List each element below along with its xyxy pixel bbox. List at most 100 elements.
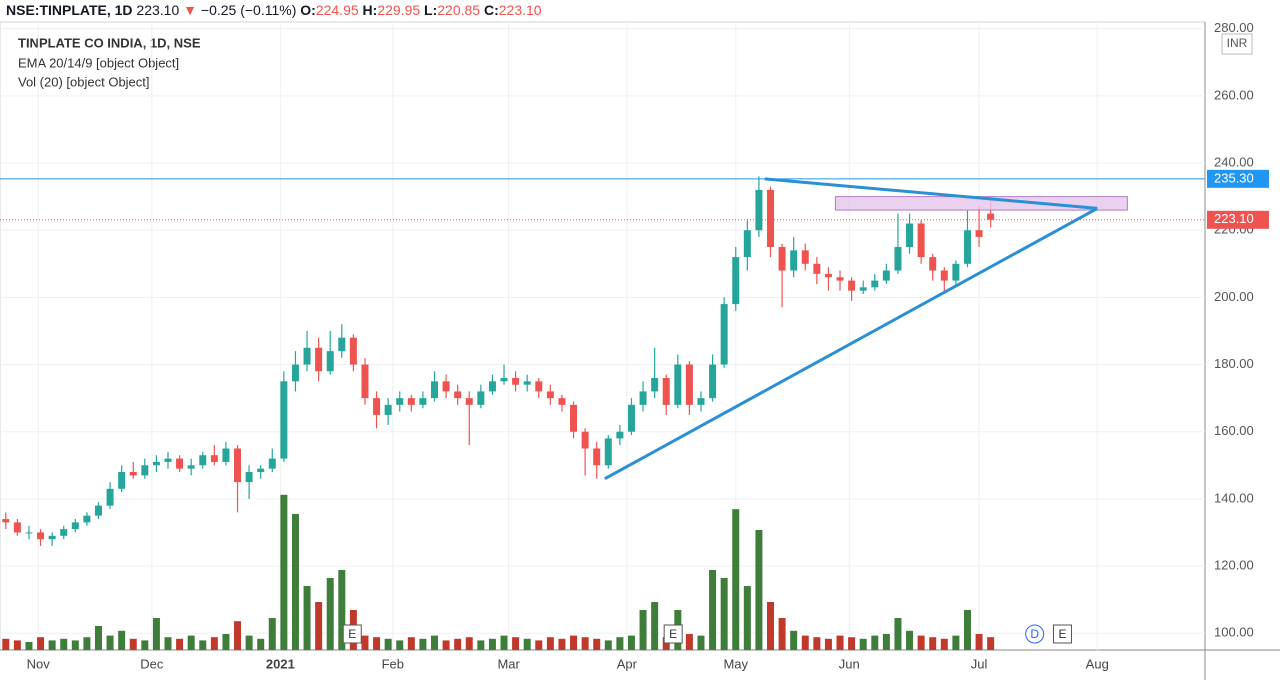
arrow: ▼ (183, 2, 197, 18)
volume-bar (488, 638, 496, 650)
candle-body (384, 404, 392, 415)
candle-body (199, 455, 207, 466)
volume-bar (709, 570, 717, 650)
volume-bar (106, 635, 114, 650)
candle-body (697, 398, 705, 405)
candle-body (141, 465, 149, 476)
volume-bar (257, 638, 265, 650)
grid (0, 22, 1205, 650)
volume-bar (604, 640, 612, 650)
volume-bar (616, 637, 624, 650)
volume-bar (987, 637, 995, 650)
candle-body (801, 250, 809, 264)
candle-body (581, 431, 589, 449)
x-tick-label: Jun (839, 656, 860, 671)
price-label-box (1207, 210, 1269, 229)
candle-body (535, 381, 543, 392)
volume-bar (303, 586, 311, 650)
volume-bar (268, 618, 276, 650)
candle-body (465, 398, 473, 405)
candle-body (373, 398, 381, 415)
candle-body (13, 522, 21, 533)
volume-bar (60, 638, 68, 650)
candle-body (164, 458, 172, 462)
candle-body (268, 458, 276, 469)
candle-body (929, 257, 937, 271)
volume-bar (848, 637, 856, 650)
candle-body (755, 189, 763, 231)
y-tick-label: 180.00 (1214, 356, 1254, 371)
candle-body (2, 519, 10, 523)
volume-bar (627, 635, 635, 650)
candle-body (720, 304, 728, 365)
field-value: 229.95 (377, 2, 421, 18)
candle-body (407, 398, 415, 405)
trendline (604, 207, 1098, 481)
event-marker (342, 624, 362, 644)
volume-bar (697, 635, 705, 650)
volume-bar (767, 602, 775, 650)
candle-body (975, 230, 983, 237)
volume-bar (523, 638, 531, 650)
candle-body (593, 448, 601, 466)
volume-bar (963, 610, 971, 650)
candle-body (349, 337, 357, 365)
candle-body (790, 250, 798, 271)
field-value: 223.10 (498, 2, 542, 18)
candle-body (906, 223, 914, 248)
symbol: NSE:TINPLATE, 1D (6, 2, 133, 18)
volume-bar (940, 638, 948, 650)
candle-body (442, 381, 450, 392)
change: −0.25 (−0.11%) (200, 2, 297, 18)
candle-body (176, 458, 184, 469)
candle-body (257, 468, 265, 473)
candle-body (940, 270, 948, 281)
volume-bar (836, 635, 844, 650)
volume-bar (199, 640, 207, 650)
volume-bar (396, 640, 404, 650)
candle-body (106, 488, 114, 506)
volume-bar (778, 618, 786, 650)
y-tick-label: 260.00 (1214, 87, 1254, 102)
volume-bar (361, 635, 369, 650)
volume-bar (210, 637, 218, 650)
volume-bar (48, 640, 56, 650)
volume-bar (651, 602, 659, 650)
candle-body (859, 287, 867, 291)
candle-body (152, 461, 160, 466)
volume-bar (546, 637, 554, 650)
candle-body (952, 263, 960, 281)
field-value: 224.95 (315, 2, 359, 18)
candle-body (616, 431, 624, 439)
ohlc-fields: O:224.95 H:229.95 L:220.85 C:223.10 (300, 2, 541, 18)
volume-bar (894, 618, 902, 650)
volume-bar (187, 635, 195, 650)
candle-body (743, 230, 751, 258)
candle-body (500, 377, 508, 382)
volume-bar (975, 634, 983, 650)
volume-bar (176, 638, 184, 650)
volume-bar (917, 635, 925, 650)
volume-bar (13, 640, 21, 650)
volume-bar (662, 637, 670, 650)
event-label: E (1058, 627, 1066, 641)
candle-body (523, 381, 531, 385)
volume-bar (535, 640, 543, 650)
candle-body (315, 347, 323, 372)
field-label: O: (300, 2, 316, 18)
candle-body (187, 465, 195, 469)
x-tick-label: Aug (1086, 656, 1109, 671)
candle-body (848, 280, 856, 291)
x-tick-label: 2021 (266, 656, 295, 671)
volume-bar (720, 578, 728, 650)
price-label: 235.30 (1214, 170, 1254, 185)
volume-bar (71, 640, 79, 650)
volume-bar (929, 637, 937, 650)
volume-bar (118, 630, 126, 650)
volume-bar (570, 635, 578, 650)
candle-body (419, 398, 427, 405)
volume-bar (454, 638, 462, 650)
volume-bar (813, 637, 821, 650)
last: 223.10 (136, 2, 180, 18)
